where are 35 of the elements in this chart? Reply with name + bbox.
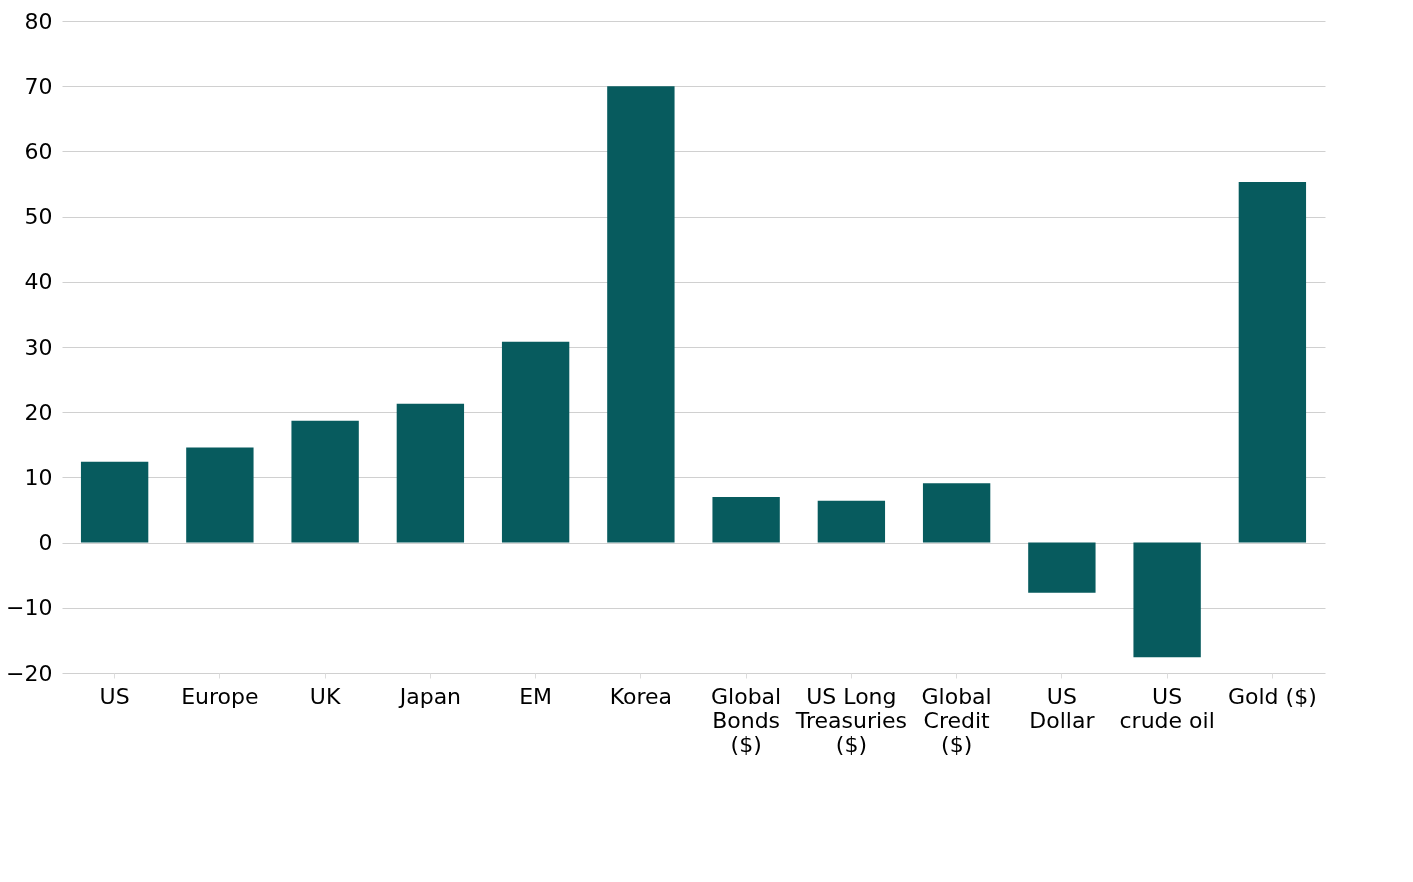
x-tick-label: UK <box>309 683 341 709</box>
x-tick-label: Global Credit ($) <box>921 683 992 757</box>
x-tick-label: Global Bonds ($) <box>711 683 782 757</box>
x-tick-label: US crude oil <box>1119 683 1215 733</box>
bar <box>922 483 991 543</box>
y-tick-label: 0 <box>38 530 53 556</box>
y-tick-label: 60 <box>24 138 53 164</box>
bar <box>80 461 149 543</box>
y-tick-label: 50 <box>24 204 53 230</box>
bar <box>817 500 886 543</box>
x-tick-label: Gold ($) <box>1228 683 1317 709</box>
bar <box>1238 182 1307 543</box>
bar <box>186 447 254 543</box>
y-tick-label: 40 <box>24 269 53 295</box>
bar <box>501 341 570 543</box>
x-tick-label: Japan <box>397 683 462 709</box>
bar <box>291 420 359 543</box>
bar <box>1133 542 1201 658</box>
x-tick-label: Europe <box>181 683 259 709</box>
x-tick-label: US Dollar <box>1029 683 1096 733</box>
bar <box>607 86 675 543</box>
x-tick-label: EM <box>519 683 553 709</box>
y-tick-label: 80 <box>24 8 53 34</box>
x-tick-label: Korea <box>609 683 673 709</box>
y-tick-label: 70 <box>24 73 53 99</box>
bar <box>1028 542 1096 593</box>
y-tick-label: −10 <box>6 595 53 621</box>
x-tick-label: US <box>99 683 130 709</box>
y-tick-label: 20 <box>24 399 53 425</box>
bar <box>712 496 780 543</box>
y-tick-label: 30 <box>24 334 53 360</box>
x-tick-label: US Long Treasuries ($) <box>794 683 908 757</box>
bar <box>396 403 465 543</box>
y-tick-label: −20 <box>6 660 53 686</box>
y-tick-label: 10 <box>24 464 53 490</box>
